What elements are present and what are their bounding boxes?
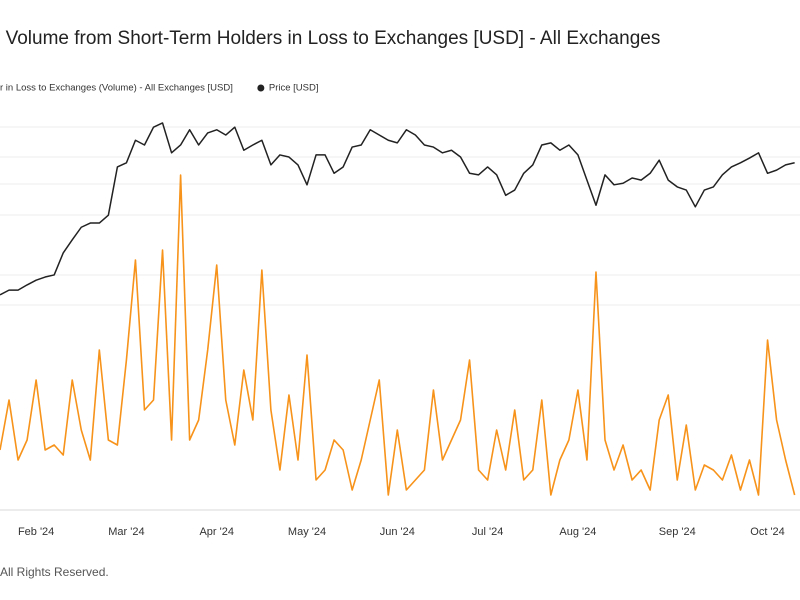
series-line <box>0 122 795 296</box>
x-tick-label: Apr '24 <box>199 526 234 538</box>
grid <box>0 126 800 511</box>
chart-title: r Volume from Short-Term Holders in Loss… <box>0 28 660 49</box>
x-tick-label: Feb '24 <box>18 526 54 538</box>
x-tick-label: Aug '24 <box>559 526 596 538</box>
x-tick-label: Sep '24 <box>659 526 696 538</box>
legend-marker <box>257 84 265 92</box>
x-tick-label: Mar '24 <box>108 526 144 538</box>
x-tick-label: Jun '24 <box>380 526 415 538</box>
footer: All Rights Reserved. <box>0 565 109 579</box>
legend-label: Price [USD] <box>269 83 319 94</box>
x-tick-label: Jul '24 <box>472 526 503 538</box>
x-tick-label: May '24 <box>288 526 326 538</box>
x-tick-label: Oct '24 <box>750 526 785 538</box>
series-line <box>0 174 796 496</box>
legend-label: r in Loss to Exchanges (Volume) - All Ex… <box>0 83 233 94</box>
